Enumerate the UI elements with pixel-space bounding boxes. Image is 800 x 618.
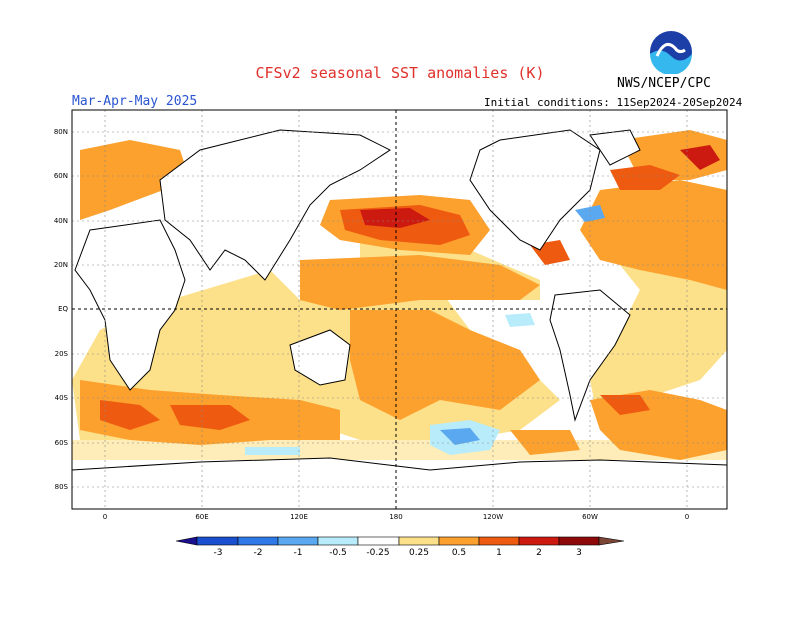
continent-outlines [72, 129, 727, 509]
colorbar-swatch [598, 536, 625, 546]
longitude-labels: 0 60E 120E 180 120W 60W 0 [103, 513, 689, 521]
lat-label: EQ [58, 305, 68, 313]
lat-label: 80S [55, 483, 69, 491]
map-frame [71, 109, 728, 510]
graticule [72, 110, 727, 509]
colorbar-label: 0.5 [452, 548, 466, 558]
colorbar-swatch [398, 536, 440, 546]
colorbar-label: -3 [214, 548, 223, 558]
lon-label: 120E [290, 513, 308, 521]
lat-label: 20S [55, 350, 69, 358]
initial-conditions-label: Initial conditions: 11Sep2024-20Sep2024 [484, 96, 743, 109]
colorbar-swatch [438, 536, 480, 546]
colorbar-label: 2 [536, 548, 542, 558]
colorbar-label: 1 [496, 548, 502, 558]
colorbar-label: 0.25 [409, 548, 429, 558]
latitude-labels: 80N 60N 40N 20N EQ 20S 40S 60S 80S [54, 128, 69, 491]
colorbar-swatch [478, 536, 520, 546]
colorbar-swatch [237, 536, 279, 546]
colorbar-swatch [175, 536, 198, 546]
lon-label: 60W [582, 513, 598, 521]
season-label: Mar-Apr-May 2025 [72, 94, 198, 109]
lat-label: 60S [55, 439, 69, 447]
lat-label: 40N [54, 217, 68, 225]
lat-label: 80N [54, 128, 68, 136]
colorbar-swatch [558, 536, 600, 546]
colorbar-label: 3 [576, 548, 582, 558]
lon-label: 180 [389, 513, 402, 521]
colorbar-swatch [357, 536, 400, 546]
anomaly-field-strong [360, 145, 720, 228]
colorbar-label: -0.5 [329, 548, 347, 558]
equator-dateline [72, 110, 727, 509]
lon-label: 60E [195, 513, 208, 521]
lon-label: 0 [103, 513, 107, 521]
colorbar-label: -0.25 [366, 548, 389, 558]
colorbar [175, 536, 625, 546]
map-title: CFSv2 seasonal SST anomalies (K) [255, 64, 545, 82]
colorbar-swatch [317, 536, 359, 546]
colorbar-swatch [277, 536, 319, 546]
colorbar-label: -1 [294, 548, 303, 558]
colorbar-label: -2 [254, 548, 263, 558]
noaa-logo-icon [650, 31, 692, 74]
lon-label: 0 [685, 513, 689, 521]
lat-label: 40S [55, 394, 69, 402]
colorbar-swatch [518, 536, 560, 546]
lat-label: 20N [54, 261, 68, 269]
colorbar-labels: -3 -2 -1 -0.5 -0.25 0.25 0.5 1 2 3 [214, 548, 582, 558]
org-label: NWS/NCEP/CPC [617, 76, 711, 91]
lon-label: 120W [483, 513, 503, 521]
lat-label: 60N [54, 172, 68, 180]
colorbar-swatch [196, 536, 239, 546]
